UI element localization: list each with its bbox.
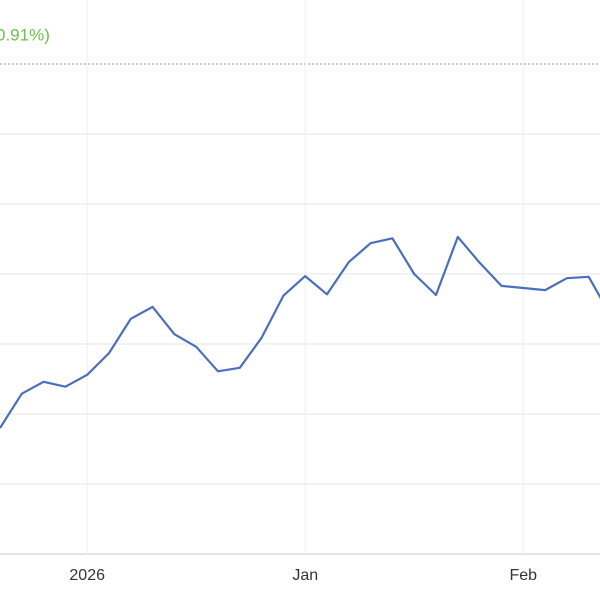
data-line (0, 235, 600, 429)
plot-area (0, 235, 600, 429)
x-tick-label: Jan (292, 567, 318, 584)
grid (0, 0, 600, 555)
change-annotation: 0.91%) (0, 25, 50, 44)
x-tick-label: 2026 (69, 567, 105, 584)
x-tick-label: Feb (509, 567, 537, 584)
